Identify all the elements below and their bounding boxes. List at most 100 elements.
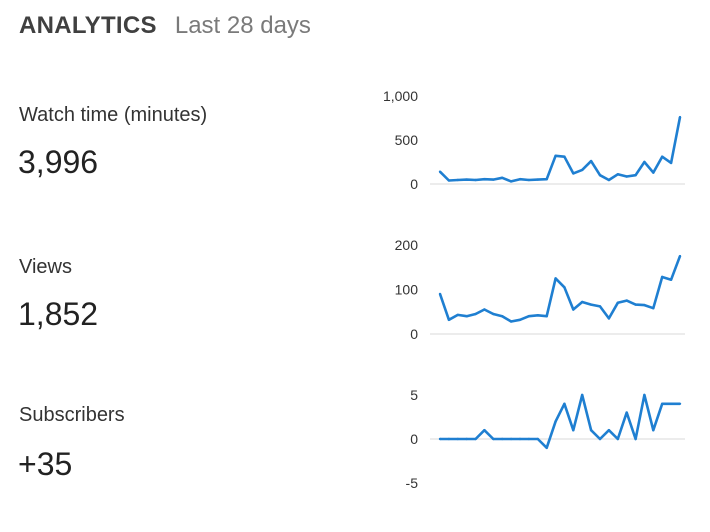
data-point [518, 437, 522, 441]
data-point [527, 315, 531, 318]
data-point [643, 160, 646, 164]
data-point [501, 315, 504, 318]
data-point [669, 278, 673, 281]
data-point [509, 180, 513, 183]
data-point [678, 402, 682, 405]
data-point [456, 313, 459, 317]
data-point [607, 178, 611, 182]
data-point [616, 301, 619, 304]
data-point [643, 303, 646, 307]
data-point [536, 314, 539, 317]
data-point [625, 175, 628, 178]
data-point [447, 318, 451, 321]
series-line [439, 116, 682, 183]
y-tick-label: 200 [395, 237, 419, 253]
data-point [634, 174, 637, 177]
data-point [581, 168, 584, 172]
data-point [501, 176, 504, 179]
data-point [598, 174, 602, 177]
data-point [554, 420, 557, 423]
y-tick-label: 100 [395, 282, 419, 298]
data-point [563, 286, 566, 289]
data-point [465, 178, 468, 181]
data-point [492, 437, 495, 441]
data-point [625, 299, 628, 302]
data-point [563, 402, 566, 405]
data-point [465, 315, 468, 318]
data-point [634, 437, 637, 441]
data-point [501, 437, 504, 441]
data-point [518, 318, 522, 321]
data-point [545, 446, 548, 449]
data-point [669, 161, 673, 165]
metric-label: Watch time (minutes) [19, 104, 208, 126]
data-point [509, 437, 513, 441]
analytics-header: ANALYTICS Last 28 days [19, 12, 311, 42]
data-point [661, 275, 664, 279]
metric-label: Subscribers [19, 404, 125, 426]
data-point [545, 315, 548, 318]
data-point [456, 178, 459, 182]
y-tick-label: 500 [395, 132, 419, 148]
data-point [678, 115, 682, 119]
data-point [652, 429, 655, 432]
data-point [438, 437, 442, 441]
data-point [456, 437, 459, 441]
data-point [669, 402, 673, 405]
data-point [607, 317, 611, 320]
y-tick-label: 0 [410, 176, 418, 192]
metric-watch-time[interactable]: Watch time (minutes) 3,996 1,000 500 0 [0, 80, 710, 230]
data-point [492, 312, 495, 316]
y-tick-label: 0 [410, 431, 418, 447]
data-point [581, 300, 584, 304]
data-point [438, 170, 442, 173]
y-tick-label: 0 [410, 326, 418, 342]
data-point [483, 429, 486, 432]
data-point [572, 429, 575, 432]
data-point [678, 254, 682, 258]
data-point [581, 393, 584, 397]
metric-value: 1,852 [18, 296, 99, 332]
subscribers-sparkline-chart: 5 0 -5 [406, 387, 685, 491]
data-point [634, 303, 637, 306]
header-title[interactable]: ANALYTICS [19, 12, 157, 39]
y-tick-label: -5 [406, 475, 419, 491]
metric-value: 3,996 [18, 144, 99, 180]
data-point [563, 155, 566, 158]
data-point [661, 402, 664, 405]
data-point [589, 429, 593, 432]
y-tick-label: 5 [410, 387, 418, 403]
metric-views[interactable]: Views 1,852 200 100 0 [0, 230, 710, 380]
data-point [661, 155, 664, 158]
series-line [438, 255, 682, 323]
data-point [616, 173, 619, 176]
data-point [598, 305, 602, 308]
series-line [440, 393, 680, 450]
data-point [589, 303, 593, 306]
data-point [598, 437, 602, 441]
data-point [589, 159, 593, 163]
y-tick-label: 1,000 [383, 88, 418, 104]
metric-subscribers[interactable]: Subscribers +35 5 0 -5 [0, 380, 710, 530]
data-point [607, 429, 611, 432]
data-point [483, 308, 486, 311]
data-point [643, 393, 646, 397]
data-point [483, 178, 486, 181]
data-point [474, 178, 477, 182]
date-range-label: Last 28 days [174, 12, 311, 39]
data-point [518, 178, 522, 181]
data-point [572, 172, 575, 175]
data-point [554, 277, 557, 280]
data-point [438, 292, 442, 296]
data-point [527, 437, 531, 441]
data-point [554, 154, 557, 157]
data-point [474, 312, 477, 316]
metric-label: Views [19, 256, 72, 278]
metric-value: +35 [18, 446, 73, 482]
data-point [447, 179, 451, 182]
watch-time-sparkline-chart: 1,000 500 0 [383, 88, 685, 192]
data-point [509, 320, 513, 323]
data-point [447, 437, 451, 441]
data-point [652, 307, 655, 310]
data-point [527, 178, 531, 182]
